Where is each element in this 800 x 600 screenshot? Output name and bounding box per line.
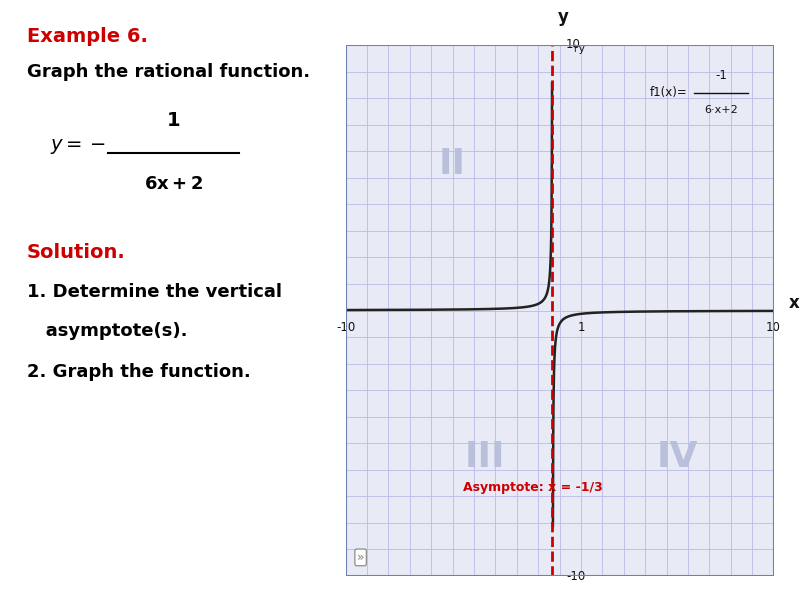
- Text: Solution.: Solution.: [26, 243, 126, 262]
- Text: $\mathbf{1}$: $\mathbf{1}$: [166, 110, 181, 130]
- Text: $\mathbf{6x + 2}$: $\mathbf{6x + 2}$: [144, 175, 203, 193]
- Text: 10: 10: [766, 321, 781, 334]
- Text: 1. Determine the vertical: 1. Determine the vertical: [26, 283, 282, 301]
- Text: IV: IV: [657, 440, 698, 473]
- Text: 2. Graph the function.: 2. Graph the function.: [26, 363, 250, 381]
- Text: $y = -$: $y = -$: [50, 137, 106, 157]
- Text: Graph the rational function.: Graph the rational function.: [26, 63, 310, 81]
- Text: III: III: [465, 440, 505, 473]
- Text: Asymptote: x = -1/3: Asymptote: x = -1/3: [463, 481, 603, 494]
- Text: -10: -10: [336, 321, 355, 334]
- Text: 6·x+2: 6·x+2: [704, 105, 738, 115]
- Text: ↑y: ↑y: [571, 44, 586, 54]
- Text: x: x: [789, 293, 799, 311]
- Text: asymptote(s).: asymptote(s).: [26, 322, 187, 340]
- Text: -1: -1: [715, 69, 727, 82]
- Text: 1: 1: [578, 321, 585, 334]
- Text: f1(x)=: f1(x)=: [650, 86, 687, 99]
- Text: 10: 10: [566, 38, 581, 52]
- Text: II: II: [439, 148, 466, 181]
- Text: -10: -10: [566, 569, 586, 583]
- Text: »: »: [357, 551, 364, 564]
- Text: Example 6.: Example 6.: [26, 27, 147, 46]
- Text: y: y: [558, 8, 568, 26]
